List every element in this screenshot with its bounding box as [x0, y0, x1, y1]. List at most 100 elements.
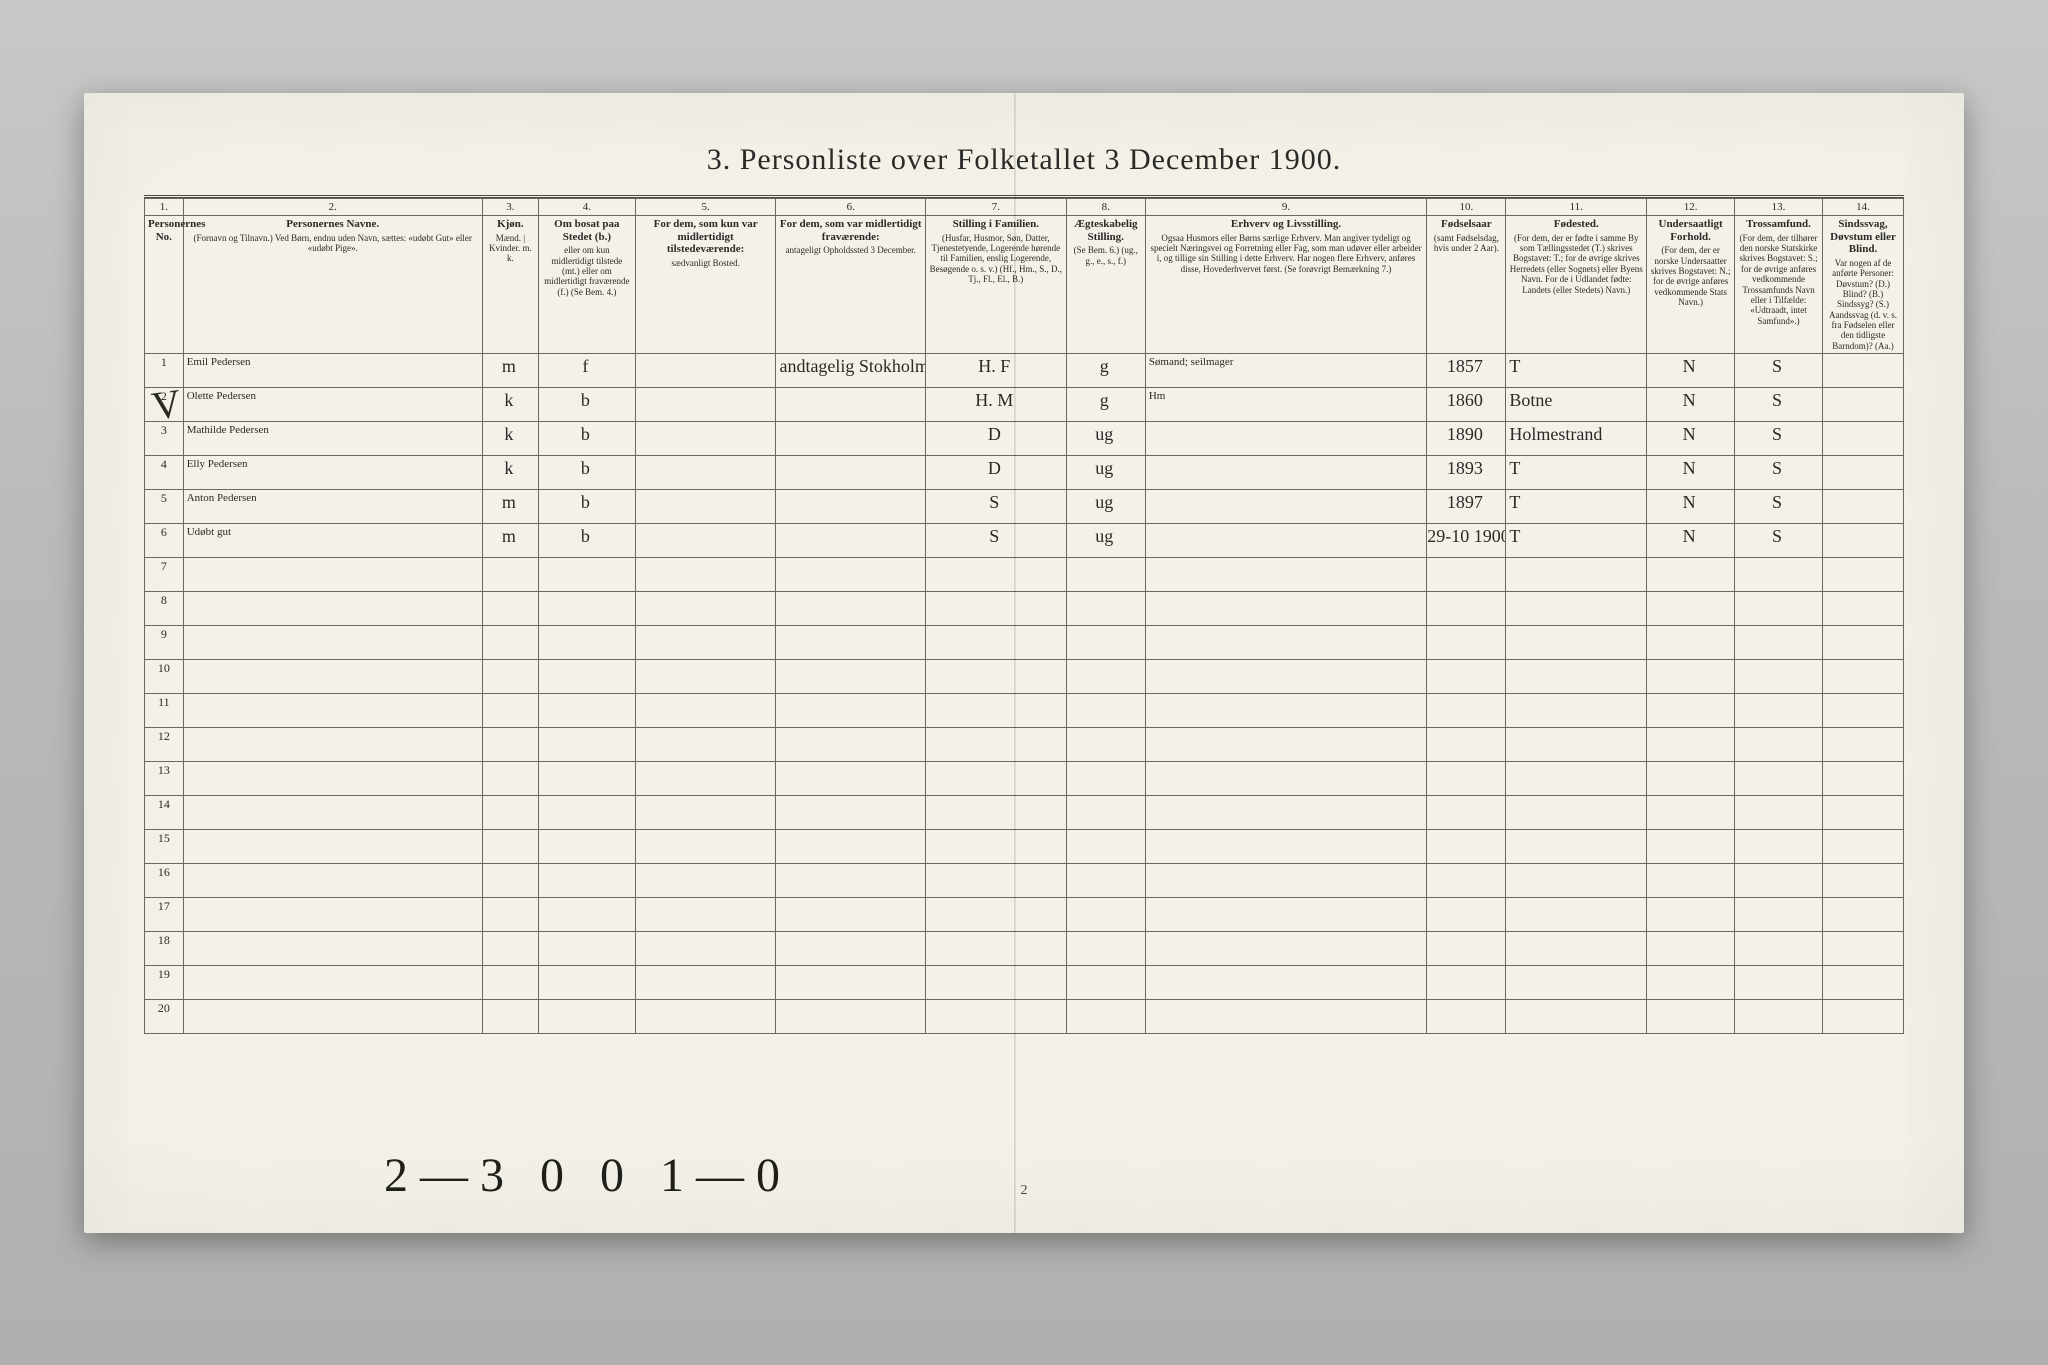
- col-header-12: Undersaatligt Forhold.(For dem, der er n…: [1647, 216, 1735, 354]
- cell-empty: [635, 558, 776, 592]
- cell-empty: [1823, 864, 1904, 898]
- cell-empty: [1823, 558, 1904, 592]
- cell-fam: D: [925, 422, 1066, 456]
- cell-empty: [1735, 932, 1823, 966]
- cell-empty: [925, 932, 1066, 966]
- cell-empty: [1506, 796, 1647, 830]
- cell-empty: [1506, 932, 1647, 966]
- cell-empty: [482, 796, 538, 830]
- cell-empty: [1427, 592, 1506, 626]
- cell-res: b: [539, 422, 636, 456]
- cell-empty: [925, 558, 1066, 592]
- cell-empty: [1506, 558, 1647, 592]
- cell-empty: [635, 932, 776, 966]
- cell-empty: [1506, 694, 1647, 728]
- desk-background: 3. Personliste over Folketallet 3 Decemb…: [0, 0, 2048, 1365]
- cell-empty: [482, 864, 538, 898]
- cell-empty: [1823, 796, 1904, 830]
- cell-empty: [1823, 966, 1904, 1000]
- cell-name: Emil Pedersen: [183, 354, 482, 388]
- cell-empty: [925, 762, 1066, 796]
- cell-empty: [1145, 558, 1426, 592]
- col-header-7: Stilling i Familien.(Husfar, Husmor, Søn…: [925, 216, 1066, 354]
- printed-page-number: 2: [1021, 1183, 1028, 1199]
- cell-fam: S: [925, 524, 1066, 558]
- cell-empty: [1735, 558, 1823, 592]
- cell-empty: [482, 830, 538, 864]
- col-header-4: Om bosat paa Stedet (b.)eller om kun mid…: [539, 216, 636, 354]
- cell-empty: [482, 694, 538, 728]
- cell-empty: [1506, 660, 1647, 694]
- page-title: 3. Personliste over Folketallet 3 Decemb…: [144, 143, 1904, 177]
- cell-empty: [776, 694, 926, 728]
- cell-empty: [925, 1000, 1066, 1034]
- col-number-6: 6.: [776, 198, 926, 216]
- cell-rel: S: [1735, 354, 1823, 388]
- cell-empty: [482, 762, 538, 796]
- cell-empty: [1647, 1000, 1735, 1034]
- cell-empty: [1145, 796, 1426, 830]
- col-number-1: 1.: [145, 198, 184, 216]
- cell-n: 5: [145, 490, 184, 524]
- cell-empty: [1735, 898, 1823, 932]
- cell-empty: [1427, 864, 1506, 898]
- cell-empty: [1145, 592, 1426, 626]
- cell-rel: S: [1735, 388, 1823, 422]
- cell-empty: [1647, 796, 1735, 830]
- cell-empty: [1506, 762, 1647, 796]
- cell-empty: [776, 966, 926, 1000]
- ledger-book: 3. Personliste over Folketallet 3 Decemb…: [84, 93, 1964, 1233]
- book-spine: [1014, 93, 1016, 1233]
- col-header-1: Personernes No.: [145, 216, 184, 354]
- cell-occ: [1145, 524, 1426, 558]
- col-header-2: Personernes Navne.(Fornavn og Tilnavn.) …: [183, 216, 482, 354]
- cell-empty: [482, 1000, 538, 1034]
- cell-empty: [635, 728, 776, 762]
- cell-civ: g: [1066, 388, 1145, 422]
- cell-empty: [1427, 932, 1506, 966]
- cell-empty: [925, 898, 1066, 932]
- cell-empty: [1823, 898, 1904, 932]
- cell-empty: [1506, 592, 1647, 626]
- bottom-annotation: 2—3 0 0 1—0: [384, 1148, 792, 1203]
- census-table: 1.2.3.4.5.6.7.8.9.10.11.12.13.14. Person…: [144, 198, 1904, 1035]
- cell-year: 1897: [1427, 490, 1506, 524]
- col-number-4: 4.: [539, 198, 636, 216]
- cell-empty: [1066, 932, 1145, 966]
- cell-empty: [1506, 864, 1647, 898]
- cell-empty: [635, 796, 776, 830]
- cell-empty: [183, 592, 482, 626]
- cell-empty: [482, 932, 538, 966]
- cell-year: 1893: [1427, 456, 1506, 490]
- cell-empty: [183, 966, 482, 1000]
- cell-empty: [1145, 694, 1426, 728]
- cell-empty: [482, 592, 538, 626]
- cell-empty: [776, 762, 926, 796]
- cell-empty: [635, 694, 776, 728]
- cell-empty: [1735, 796, 1823, 830]
- cell-occ: Hm: [1145, 388, 1426, 422]
- cell-fam: H. M: [925, 388, 1066, 422]
- cell-empty: [1647, 966, 1735, 1000]
- cell-empty: [635, 660, 776, 694]
- cell-empty: [1066, 864, 1145, 898]
- cell-name: Anton Pedersen: [183, 490, 482, 524]
- cell-empty: [635, 966, 776, 1000]
- cell-empty: [539, 966, 636, 1000]
- cell-mk: m: [482, 354, 538, 388]
- cell-empty: [539, 626, 636, 660]
- col-number-13: 13.: [1735, 198, 1823, 216]
- cell-empty: [1647, 762, 1735, 796]
- cell-empty: [776, 728, 926, 762]
- cell-c5: [635, 422, 776, 456]
- cell-fam: D: [925, 456, 1066, 490]
- col-header-13: Trossamfund.(For dem, der tilhører den n…: [1735, 216, 1823, 354]
- cell-empty: [482, 626, 538, 660]
- cell-name: Mathilde Pedersen: [183, 422, 482, 456]
- cell-c5: [635, 388, 776, 422]
- cell-empty: [539, 864, 636, 898]
- cell-empty: 11: [145, 694, 184, 728]
- cell-empty: 14: [145, 796, 184, 830]
- cell-empty: [776, 558, 926, 592]
- col-header-3: Kjøn.Mænd. | Kvinder. m. k.: [482, 216, 538, 354]
